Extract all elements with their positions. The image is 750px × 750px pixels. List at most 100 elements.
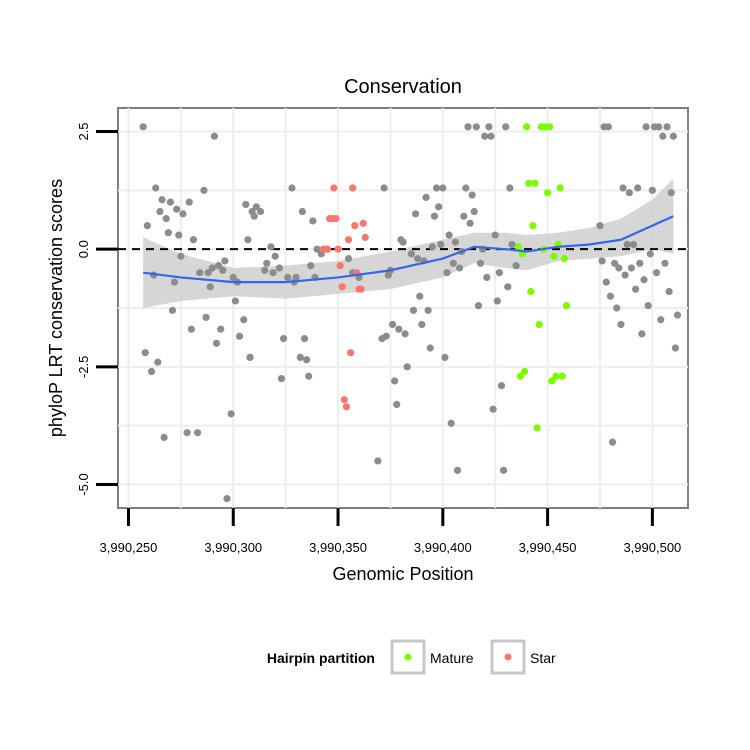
point-other (667, 189, 675, 197)
point-other (445, 231, 453, 239)
point-mature (558, 372, 566, 380)
point-other (464, 123, 472, 131)
x-tick-label: 3,990,300 (204, 540, 262, 555)
point-other (487, 132, 495, 140)
point-other (606, 292, 615, 300)
confidence-band (143, 178, 674, 308)
point-other (393, 400, 401, 409)
legend-label-mature: Mature (430, 650, 474, 666)
point-other (659, 132, 667, 140)
point-other (139, 123, 147, 131)
point-other (462, 184, 470, 192)
point-other (512, 262, 520, 270)
point-other (608, 438, 617, 446)
point-other (277, 374, 286, 383)
point-other (380, 184, 388, 192)
point-other (187, 325, 195, 333)
point-other (625, 189, 633, 197)
point-other (407, 250, 415, 258)
point-other (497, 382, 506, 390)
legend-mature-marker (404, 653, 412, 661)
point-other (451, 238, 459, 246)
point-other (422, 193, 430, 202)
point-other (652, 269, 661, 277)
point-other (447, 419, 455, 427)
point-other (504, 283, 512, 291)
point-other (636, 259, 644, 267)
point-other (204, 269, 212, 277)
x-axis-label: Genomic Position (332, 564, 473, 584)
point-other (160, 433, 168, 442)
point-other (185, 198, 193, 206)
point-other (175, 231, 183, 239)
point-other (602, 278, 610, 286)
point-mature (560, 254, 568, 263)
point-star (351, 222, 359, 230)
point-other (416, 292, 424, 300)
point-other (305, 372, 313, 380)
point-other (424, 306, 432, 314)
point-other (235, 332, 244, 340)
point-other (246, 353, 254, 362)
grid-lines (118, 108, 688, 508)
point-mature (543, 189, 552, 197)
point-other (617, 320, 625, 329)
point-other (183, 429, 191, 437)
point-other (432, 184, 441, 192)
point-other (644, 302, 652, 310)
point-other (170, 278, 179, 286)
point-mature (514, 243, 522, 251)
point-other (194, 429, 202, 437)
point-other (648, 186, 656, 194)
point-other (491, 231, 499, 239)
point-other (485, 123, 493, 131)
point-star (336, 262, 344, 270)
point-other (147, 367, 156, 376)
point-other (661, 259, 669, 267)
point-other (275, 264, 283, 272)
point-other (468, 191, 476, 199)
point-other (166, 198, 174, 206)
point-other (261, 266, 269, 274)
point-mature (556, 184, 564, 192)
point-other (173, 205, 181, 213)
point-other (657, 316, 665, 324)
point-other (506, 184, 514, 192)
point-star (340, 396, 348, 404)
point-mature (523, 123, 531, 131)
point-other (240, 316, 248, 324)
point-other (460, 212, 468, 220)
point-other (481, 132, 489, 140)
point-other (141, 349, 149, 357)
point-other (499, 466, 508, 474)
point-other (179, 210, 187, 218)
point-other (303, 356, 311, 364)
point-star (344, 236, 353, 244)
point-other (300, 334, 309, 343)
point-star (342, 403, 351, 411)
point-other (619, 184, 627, 192)
point-other (374, 457, 382, 465)
point-other (629, 240, 638, 249)
point-other (164, 229, 172, 237)
point-other (252, 203, 260, 211)
point-other (401, 330, 409, 338)
point-other (673, 311, 682, 319)
y-axis: -5.0 -2.5 0.0 2.5 (76, 122, 118, 496)
point-other (219, 266, 227, 274)
point-other (409, 306, 418, 314)
point-other (206, 283, 214, 291)
point-mature (529, 222, 537, 230)
point-other (615, 264, 623, 272)
point-other (489, 405, 497, 413)
point-other (256, 207, 265, 216)
legend-label-star: Star (530, 650, 556, 666)
x-tick-label: 3,990,500 (623, 540, 681, 555)
point-mature (550, 252, 558, 260)
point-other (250, 212, 258, 220)
point-other (638, 330, 646, 338)
point-other (508, 240, 516, 249)
point-mature (533, 424, 541, 432)
point-other (395, 325, 403, 333)
